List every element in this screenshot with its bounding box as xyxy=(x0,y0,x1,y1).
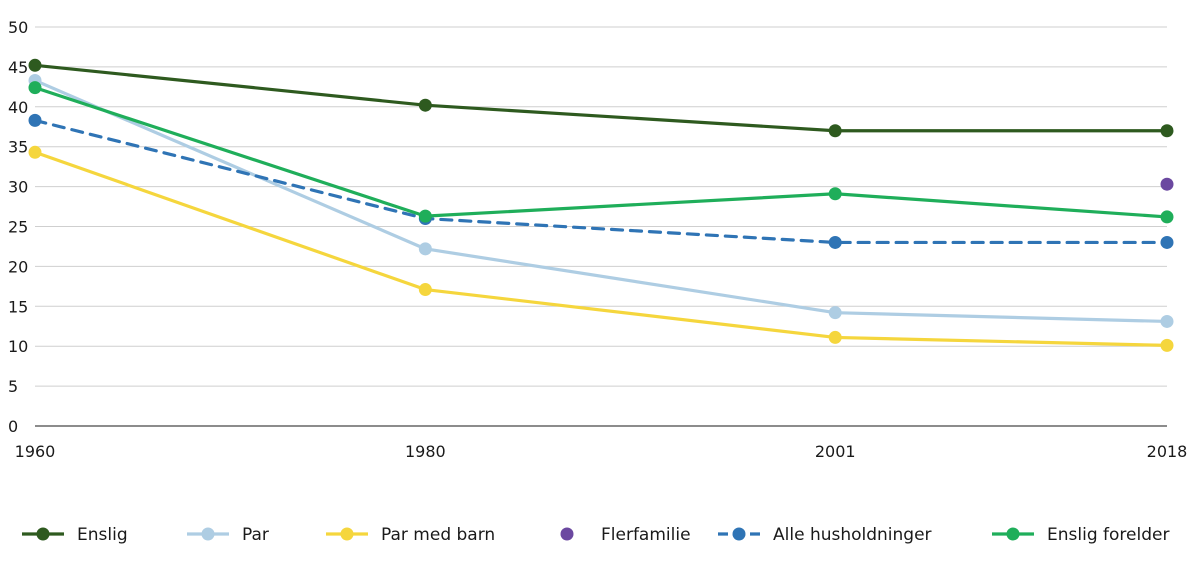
data-point xyxy=(828,306,842,320)
data-point xyxy=(1160,235,1174,249)
x-axis-ticks: 1960 1980 2001 2018 xyxy=(15,442,1188,461)
y-tick-label: 25 xyxy=(8,218,28,237)
series-par xyxy=(28,73,1174,328)
gridlines xyxy=(35,26,1167,427)
y-tick-label: 30 xyxy=(8,178,28,197)
series-line xyxy=(33,78,1169,324)
data-point xyxy=(1160,124,1174,138)
y-tick-label: 0 xyxy=(8,417,18,436)
x-tick-label: 1960 xyxy=(15,442,56,461)
series-line xyxy=(33,63,1169,133)
legend-swatch-marker xyxy=(1006,527,1020,541)
series-alle-husholdninger xyxy=(28,113,1174,249)
data-point xyxy=(828,235,842,249)
y-tick-label: 45 xyxy=(8,58,28,77)
data-point xyxy=(828,187,842,201)
legend-item: Enslig xyxy=(22,525,128,545)
data-point xyxy=(828,124,842,138)
legend-label: Par med barn xyxy=(381,525,495,545)
legend-swatch-marker xyxy=(340,527,354,541)
series-line xyxy=(33,150,1169,348)
series-flerfamilie xyxy=(1160,177,1174,191)
y-tick-label: 20 xyxy=(8,257,28,276)
y-tick-label: 15 xyxy=(8,297,28,316)
x-tick-label: 2018 xyxy=(1147,442,1188,461)
legend-item: Par med barn xyxy=(326,525,495,545)
x-tick-label: 1980 xyxy=(405,442,446,461)
data-point xyxy=(1160,314,1174,328)
data-point xyxy=(28,145,42,159)
y-tick-label: 10 xyxy=(8,337,28,356)
legend-label: Enslig xyxy=(77,525,128,545)
y-axis-ticks: 0 5 10 15 20 25 30 35 40 45 50 xyxy=(8,18,28,436)
data-point xyxy=(28,58,42,72)
data-point xyxy=(1160,338,1174,352)
series-par-med-barn xyxy=(28,145,1174,352)
data-point xyxy=(28,113,42,127)
legend: Enslig Par Par med barn Flerfamilie Alle hus… xyxy=(22,525,1169,545)
y-tick-label: 40 xyxy=(8,98,28,117)
legend-label: Par xyxy=(242,525,269,545)
data-point xyxy=(418,242,432,256)
data-point xyxy=(418,209,432,223)
data-point xyxy=(1160,177,1174,191)
data-point xyxy=(418,283,432,297)
series-enslig xyxy=(28,58,1174,138)
legend-label: Alle husholdninger xyxy=(773,525,932,545)
y-tick-label: 35 xyxy=(8,138,28,157)
data-point xyxy=(418,98,432,112)
legend-swatch-marker xyxy=(732,527,746,541)
series-line xyxy=(33,118,1169,245)
legend-swatch-marker xyxy=(36,527,50,541)
data-point xyxy=(1160,210,1174,224)
legend-item: Alle husholdninger xyxy=(718,525,932,545)
legend-swatch-marker xyxy=(560,527,574,541)
y-tick-label: 50 xyxy=(8,18,28,37)
series-lines xyxy=(28,58,1174,352)
series-line xyxy=(33,86,1169,219)
data-point xyxy=(28,81,42,95)
legend-swatch-marker xyxy=(201,527,215,541)
x-tick-label: 2001 xyxy=(815,442,856,461)
legend-item: Par xyxy=(187,525,269,545)
legend-label: Enslig forelder xyxy=(1047,525,1169,545)
data-point xyxy=(828,330,842,344)
legend-label: Flerfamilie xyxy=(601,525,691,545)
legend-item: Enslig forelder xyxy=(992,525,1169,545)
series-enslig-forelder xyxy=(28,81,1174,224)
legend-item: Flerfamilie xyxy=(560,525,691,545)
y-tick-label: 5 xyxy=(8,377,18,396)
